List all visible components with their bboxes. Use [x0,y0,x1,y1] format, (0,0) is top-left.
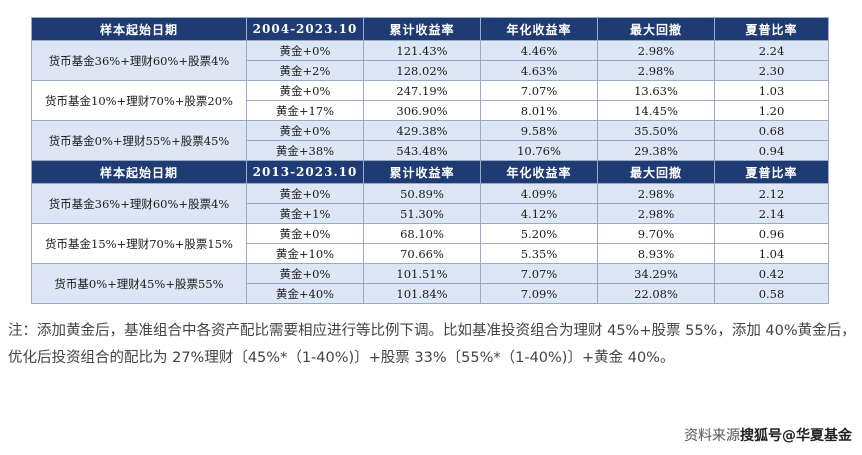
table-cell: 1.03 [714,80,829,101]
table-cell: 128.02% [363,60,481,81]
portfolio-label: 货币基金0%+理财55%+股票45% [31,120,247,161]
column-header: 样本起始日期 [31,17,247,41]
table-cell: 101.51% [363,263,481,284]
column-header: 2004-2023.10 [246,17,364,41]
section-header-row: 样本起始日期 2004-2023.10 累计收益率 年化收益率 最大回撤 夏普比率 [31,17,829,41]
table-cell: 9.58% [480,120,598,141]
table-row: 货币基金36%+理财60%+股票4% 黄金+0% 50.89% 4.09% 2.98% 2… [31,183,829,224]
column-header: 年化收益率 [480,160,598,184]
table-cell: 2.98% [597,183,715,204]
performance-table: 样本起始日期 2004-2023.10 累计收益率 年化收益率 最大回撤 夏普比率 货币基金… [31,17,829,304]
table-cell: 0.94 [714,140,829,161]
table-cell: 2.30 [714,60,829,81]
table-cell: 51.30% [363,203,481,224]
column-header: 夏普比率 [714,17,829,41]
table-cell: 121.43% [363,40,481,61]
table-cell: 4.46% [480,40,598,61]
column-header: 夏普比率 [714,160,829,184]
table-cell: 2.98% [597,203,715,224]
table-cell: 黄金+10% [246,243,364,264]
table-row: 货币基0%+理财45%+股票55% 黄金+0% 101.51% 7.07% 34.29%… [31,263,829,304]
table-cell: 4.63% [480,60,598,81]
table-cell: 黄金+0% [246,263,364,284]
table-cell: 黄金+2% [246,60,364,81]
source-line: 资料来源搜狐号@华夏基金 [684,425,852,445]
table-cell: 黄金+38% [246,140,364,161]
table-cell: 1.20 [714,100,829,121]
table-cell: 14.45% [597,100,715,121]
table-cell: 黄金+0% [246,183,364,204]
section-header-row: 样本起始日期 2013-2023.10 累计收益率 年化收益率 最大回撤 夏普比率 [31,160,829,184]
table-cell: 35.50% [597,120,715,141]
table-cell: 70.66% [363,243,481,264]
table-cell: 黄金+1% [246,203,364,224]
table-row: 货币基金15%+理财70%+股票15% 黄金+0% 68.10% 5.20% 9.70%… [31,223,829,264]
table-cell: 5.35% [480,243,598,264]
column-header: 样本起始日期 [31,160,247,184]
table-cell: 9.70% [597,223,715,244]
portfolio-label: 货币基金36%+理财60%+股票4% [31,40,247,81]
table-cell: 黄金+0% [246,40,364,61]
table-cell: 1.04 [714,243,829,264]
table-cell: 黄金+0% [246,223,364,244]
table-cell: 2.98% [597,60,715,81]
table-cell: 黄金+0% [246,80,364,101]
table-cell: 8.01% [480,100,598,121]
table-row: 黄金+1% 51.30% 4.12% 2.98% 2.14 [32,203,829,224]
table-cell: 7.07% [480,80,598,101]
table-cell: 2.24 [714,40,829,61]
table-cell: 13.63% [597,80,715,101]
table-cell: 22.08% [597,283,715,304]
table-cell: 2.14 [714,203,829,224]
table-cell: 黄金+0% [246,120,364,141]
table-cell: 0.96 [714,223,829,244]
table-cell: 247.19% [363,80,481,101]
table-cell: 101.84% [363,283,481,304]
table-cell: 50.89% [363,183,481,204]
table-cell: 黄金+40% [246,283,364,304]
portfolio-label: 货币基金36%+理财60%+股票4% [31,183,247,224]
column-header: 最大回撤 [597,160,715,184]
table-cell: 34.29% [597,263,715,284]
table-row: 货币基金10%+理财70%+股票20% 黄金+0% 247.19% 7.07% 13.6… [31,80,829,121]
table-cell: 68.10% [363,223,481,244]
table-cell: 29.38% [597,140,715,161]
table-cell: 10.76% [480,140,598,161]
table-cell: 2.98% [597,40,715,61]
table-cell: 2.12 [714,183,829,204]
table-cell: 306.90% [363,100,481,121]
column-header: 2013-2023.10 [246,160,364,184]
table-cell: 0.68 [714,120,829,141]
footnote: 注：添加黄金后，基准组合中各资产配比需要相应进行等比例下调。比如基准投资组合为理… [8,323,856,366]
table-cell: 7.07% [480,263,598,284]
table-row: 货币基金0%+理财55%+股票45% 黄金+0% 429.38% 9.58% 35.50… [31,120,829,161]
table-cell: 0.58 [714,283,829,304]
table-cell: 4.09% [480,183,598,204]
column-header: 累计收益率 [363,17,481,41]
table-row: 黄金+38% 543.48% 10.76% 29.38% 0.94 [32,140,829,161]
portfolio-label: 货币基0%+理财45%+股票55% [31,263,247,304]
portfolio-label: 货币基金10%+理财70%+股票20% [31,80,247,121]
table-row: 黄金+10% 70.66% 5.35% 8.93% 1.04 [32,243,829,264]
table-cell: 7.09% [480,283,598,304]
table-cell: 429.38% [363,120,481,141]
watermark: 搜狐号@华夏基金 [740,428,852,444]
table-row: 黄金+2% 128.02% 4.63% 2.98% 2.30 [32,60,829,81]
table-cell: 543.48% [363,140,481,161]
table-cell: 4.12% [480,203,598,224]
table-cell: 黄金+17% [246,100,364,121]
column-header: 累计收益率 [363,160,481,184]
table-cell: 8.93% [597,243,715,264]
portfolio-label: 货币基金15%+理财70%+股票15% [31,223,247,264]
table-cell: 0.42 [714,263,829,284]
table-row: 货币基金36%+理财60%+股票4% 黄金+0% 121.43% 4.46% 2.98%… [31,40,829,81]
source-label: 资料来源 [684,428,740,444]
table-cell: 5.20% [480,223,598,244]
column-header: 年化收益率 [480,17,598,41]
table-row: 黄金+40% 101.84% 7.09% 22.08% 0.58 [32,283,829,304]
column-header: 最大回撤 [597,17,715,41]
